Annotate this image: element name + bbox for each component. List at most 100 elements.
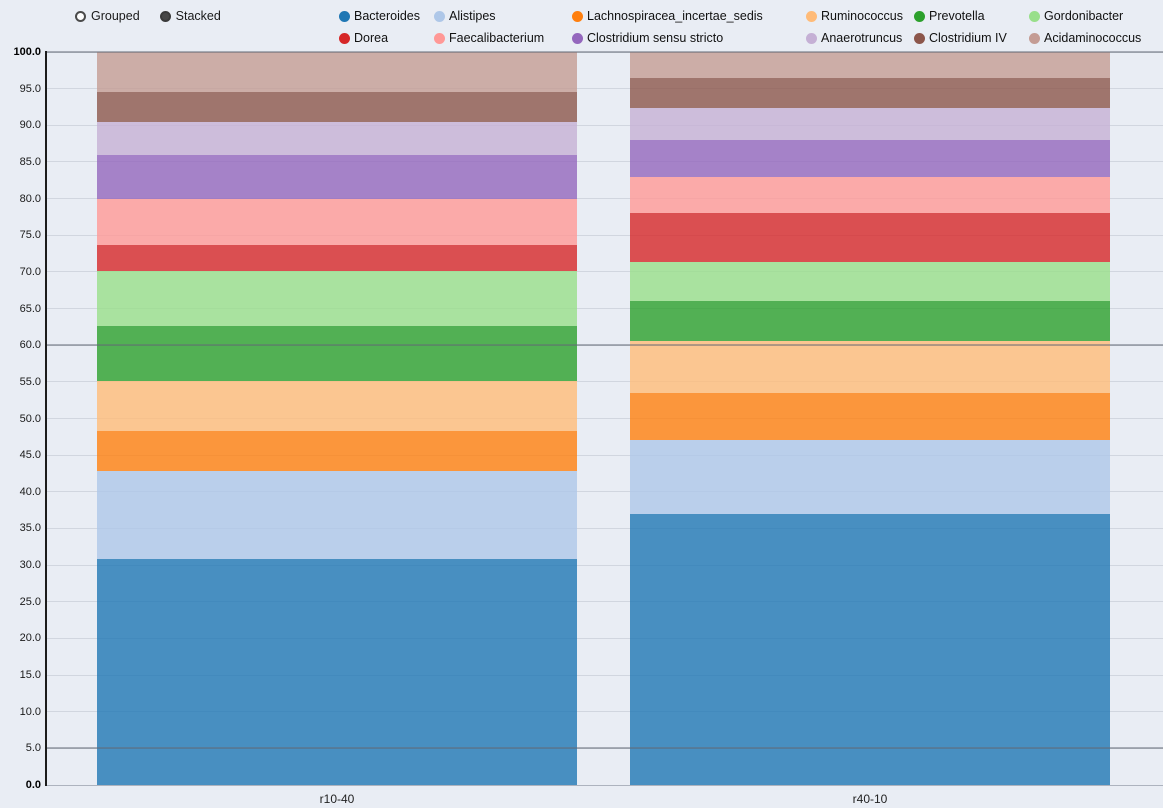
bar-segment-alistipes[interactable] (97, 471, 577, 560)
legend-item-label: Dorea (354, 31, 389, 45)
gridline (47, 454, 1163, 456)
legend-item-label: Bacteroides (354, 9, 421, 23)
gridline (47, 491, 1163, 493)
bar-segment-faecalibacterium[interactable] (630, 177, 1110, 214)
gridline (47, 564, 1163, 566)
emphasis-gridline (47, 51, 1163, 53)
mode-toggle-grouped[interactable]: Grouped (75, 9, 140, 23)
mode-toggle-stacked-label: Stacked (175, 9, 221, 23)
x-axis-label: r40-10 (852, 792, 888, 806)
y-tick-label: 80.0 (19, 192, 41, 205)
y-tick-label: 25.0 (19, 595, 41, 608)
gridline (47, 637, 1163, 639)
legend-item-ruminococcus[interactable]: Ruminococcus (806, 9, 914, 23)
bar-segment-prevotella[interactable] (97, 326, 577, 382)
bar-segment-gordonibacter[interactable] (97, 271, 577, 327)
legend-item-label: Ruminococcus (821, 9, 903, 23)
legend-color-icon (1029, 10, 1040, 22)
gridline (47, 124, 1163, 126)
bar-segment-clostridium-sensu-stricto[interactable] (630, 140, 1110, 178)
x-axis-labels: r10-40 r40-10 (47, 792, 1163, 808)
y-tick-label: 15.0 (19, 669, 41, 682)
y-tick-label: 45.0 (19, 449, 41, 462)
radio-selected-icon (159, 10, 171, 22)
stacked-bar-r40-10 (630, 52, 1110, 785)
legend-color-icon (1029, 32, 1040, 44)
bar-segment-clostridium-sensu-stricto[interactable] (97, 155, 577, 200)
legend-item-bacteroides[interactable]: Bacteroides (339, 9, 434, 23)
gridline (47, 418, 1163, 419)
legend-item-label: Lachnospiracea_incertae_sedis (587, 9, 763, 23)
bar-segment-acidaminococcus[interactable] (97, 52, 577, 92)
legend-color-icon (806, 32, 817, 44)
legend-item-dorea[interactable]: Dorea (339, 31, 434, 45)
legend-item-faecalibacterium[interactable]: Faecalibacterium (434, 31, 572, 45)
y-tick-label: 5.0 (25, 742, 41, 755)
bar-segment-dorea[interactable] (97, 244, 577, 272)
bar-segment-prevotella[interactable] (630, 301, 1110, 341)
legend-item-prevotella[interactable]: Prevotella (914, 9, 1029, 23)
y-axis-line (45, 51, 47, 786)
mode-toggle-stacked[interactable]: Stacked (159, 9, 221, 23)
y-axis-labels: 0.0 5.0 10.0 15.0 20.0 25.0 30.0 35.0 40.0 45.0 50… (0, 46, 41, 791)
legend-item-alistipes[interactable]: Alistipes (434, 9, 572, 23)
y-tick-label: 20.0 (19, 632, 41, 645)
emphasis-gridline (47, 344, 1163, 347)
gridline (47, 161, 1163, 163)
legend-item-acidaminococcus[interactable]: Acidaminococcus (1029, 31, 1157, 45)
bar-segment-lachnospiracea-incertae-sedis[interactable] (97, 430, 577, 472)
stacked-bar-r10-40 (97, 52, 577, 785)
bar-segment-bacteroides[interactable] (97, 559, 577, 785)
legend-item-anaerotruncus[interactable]: Anaerotruncus (806, 31, 914, 45)
bar-segment-alistipes[interactable] (630, 439, 1110, 514)
gridline (47, 198, 1163, 200)
gridline (47, 711, 1163, 713)
y-tick-label: 50.0 (19, 412, 41, 425)
toolbar: Grouped Stacked Bacteroides Alistipes Lach… (0, 0, 1163, 48)
legend-color-icon (339, 32, 350, 44)
legend-color-icon (434, 10, 445, 22)
plot-area (47, 51, 1163, 786)
bar-segment-clostridium-iv[interactable] (97, 91, 577, 123)
legend-item-label: Acidaminococcus (1044, 31, 1142, 45)
gridline (47, 601, 1163, 603)
bar-segment-bacteroides[interactable] (630, 513, 1110, 785)
gridline (47, 271, 1163, 273)
y-tick-label: 100.0 (13, 46, 41, 58)
gridline (47, 527, 1163, 529)
gridline (47, 88, 1163, 90)
y-tick-label: 0.0 (25, 779, 41, 791)
legend-color-icon (339, 10, 350, 22)
legend-item-clostridium-sensu-stricto[interactable]: Clostridium sensu stricto (572, 31, 806, 45)
bar-segment-ruminococcus[interactable] (97, 381, 577, 431)
y-tick-label: 75.0 (19, 229, 41, 242)
y-tick-label: 35.0 (19, 522, 41, 535)
y-tick-label: 10.0 (19, 705, 41, 718)
legend-item-label: Faecalibacterium (449, 31, 545, 45)
bar-segment-anaerotruncus[interactable] (630, 107, 1110, 141)
legend-item-label: Prevotella (929, 9, 985, 23)
mode-toggle-grouped-label: Grouped (91, 9, 140, 23)
legend-item-label: Clostridium sensu stricto (587, 31, 724, 45)
legend-item-lachnospiracea-incertae-sedis[interactable]: Lachnospiracea_incertae_sedis (572, 9, 806, 23)
bar-segment-ruminococcus[interactable] (630, 340, 1110, 393)
x-axis-label: r10-40 (319, 792, 355, 806)
legend-item-clostridium-iv[interactable]: Clostridium IV (914, 31, 1029, 45)
bar-segment-clostridium-iv[interactable] (630, 77, 1110, 108)
y-tick-label: 60.0 (19, 339, 41, 352)
bar-segment-faecalibacterium[interactable] (97, 199, 577, 245)
emphasis-gridline (47, 747, 1163, 750)
y-tick-label: 30.0 (19, 559, 41, 572)
bar-segment-acidaminococcus[interactable] (630, 52, 1110, 78)
bar-segment-anaerotruncus[interactable] (97, 122, 577, 156)
legend-item-gordonibacter[interactable]: Gordonibacter (1029, 9, 1157, 23)
bar-segment-gordonibacter[interactable] (630, 262, 1110, 302)
y-tick-label: 85.0 (19, 155, 41, 168)
legend-item-label: Gordonibacter (1044, 9, 1124, 23)
bar-segment-dorea[interactable] (630, 213, 1110, 263)
legend-color-icon (434, 32, 445, 44)
legend-color-icon (572, 10, 583, 22)
y-tick-label: 95.0 (19, 82, 41, 95)
bar-segment-lachnospiracea-incertae-sedis[interactable] (630, 392, 1110, 440)
gridline (47, 784, 1163, 786)
